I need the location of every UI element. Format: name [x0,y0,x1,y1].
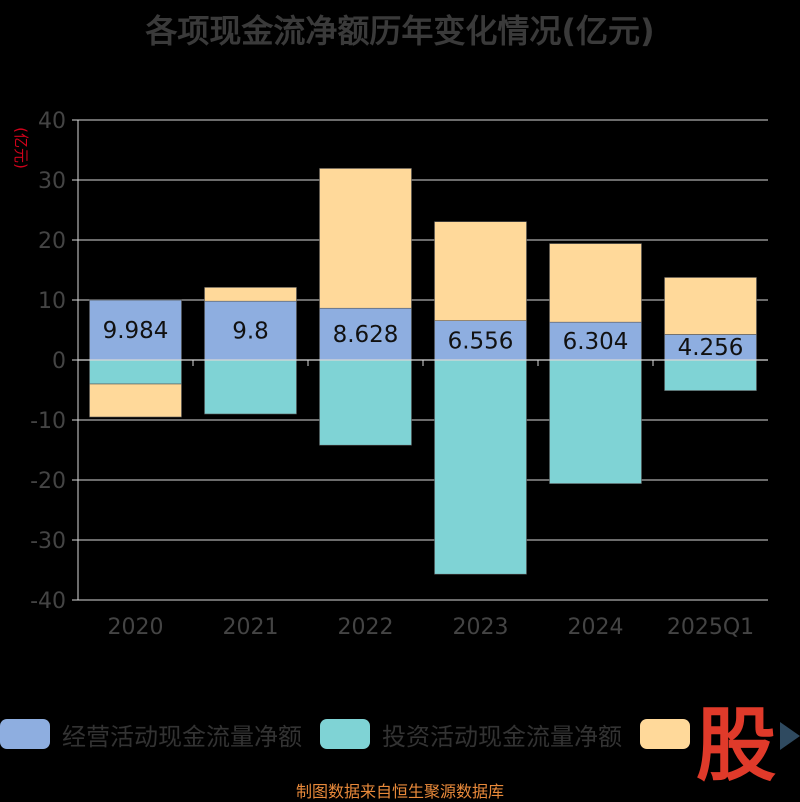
x-tick-label: 2023 [453,615,509,640]
bar-series2-2022 [319,359,412,446]
data-label: 6.556 [448,328,514,354]
bar-series2-2020 [89,359,182,385]
legend-label: 投资活动现金流量净额 [382,723,622,751]
bar-series3-2023 [434,221,527,321]
legend: 经营活动现金流量净额 投资活动现金流量净额 [0,715,800,755]
y-tick-label: -30 [30,529,66,554]
bar-series2-2021 [204,359,297,415]
bar-series3-2022 [319,168,412,309]
bar-series3-2024 [549,243,642,323]
y-tick-label: 20 [38,229,66,254]
y-tick-label: 0 [52,349,66,374]
bar-series2-2023 [434,359,527,575]
bar-series2-2025Q1 [664,359,757,391]
x-tick-label: 2020 [108,615,164,640]
y-tick-label: -40 [30,589,66,614]
bar-series1-2025Q1 [664,334,757,361]
y-tick-label: 10 [38,289,66,314]
watermark-logo: 股 [696,699,776,792]
y-tick-label: 30 [38,169,66,194]
y-tick-label: 40 [38,109,66,134]
y-tick-label: -10 [30,409,66,434]
bar-series3-2025Q1 [664,277,757,335]
bar-chart: 40 30 20 10 0 -10 -20 -30 -40 (亿元) 9.984 9.8 8.628 6.… [12,109,768,640]
bar-series3-2020 [89,383,182,418]
data-label: 9.8 [232,319,269,345]
x-tick-label: 2025Q1 [667,615,754,640]
legend-swatch [640,719,690,749]
x-tick-label: 2021 [223,615,279,640]
x-tick-label: 2024 [568,615,624,640]
legend-swatch [320,719,370,749]
bar-series1-2022 [319,307,412,361]
bar-series1-2024 [549,321,642,361]
y-axis-title: (亿元) [12,127,30,169]
bar-series3-2021 [204,287,297,302]
data-label: 8.628 [333,322,399,348]
data-label: 9.984 [103,318,169,344]
x-tick-label: 2022 [338,615,394,640]
legend-label: 经营活动现金流量净额 [62,723,302,751]
data-label: 4.256 [678,335,744,361]
source-note: 制图数据来自恒生聚源数据库 [295,782,504,801]
chart-title: 各项现金流净额历年变化情况(亿元) [145,12,655,50]
bar-series2-2024 [549,359,642,484]
y-tick-label: -20 [30,469,66,494]
legend-swatch [0,719,50,749]
data-label: 6.304 [563,329,629,355]
legend-next-arrow-icon[interactable] [780,722,800,750]
